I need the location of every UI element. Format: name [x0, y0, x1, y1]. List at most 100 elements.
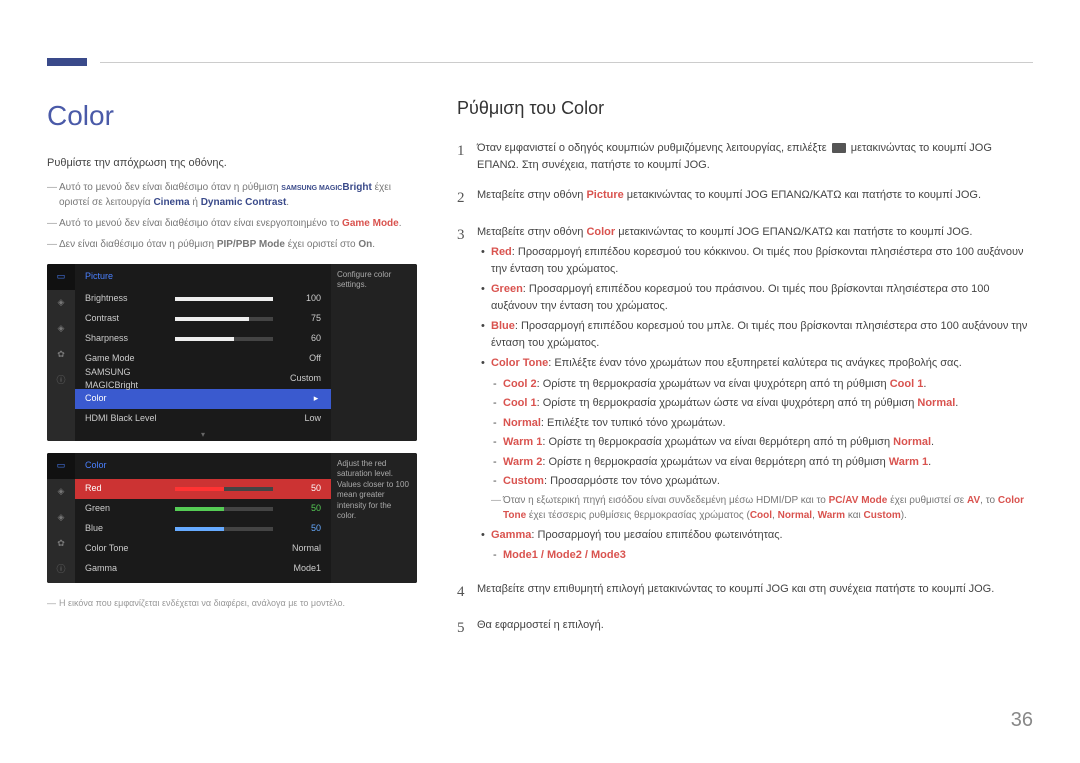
osd-row-label: Gamma — [85, 562, 175, 576]
sub-modes: Mode1 / Mode2 / Mode3 — [477, 547, 1033, 564]
osd-row-value: Custom — [281, 372, 321, 386]
osd-row-label: Game Mode — [85, 352, 175, 366]
osd-row: Red 50 — [75, 479, 331, 499]
bullet-gamma: Gamma: Προσαρμογή του μεσαίου επιπέδου φ… — [477, 527, 1033, 544]
step-number: 3 — [457, 224, 477, 567]
osd-row: Sharpness 60 — [75, 329, 331, 349]
osd-main: Picture Brightness 100 Contrast 75 Sharpness… — [75, 264, 331, 442]
osd-row-value: 50 — [281, 482, 321, 496]
osd-row: Color ▸ — [75, 389, 331, 409]
step-3: 3 Μεταβείτε στην οθόνη Color μετακινώντα… — [457, 224, 1033, 567]
osd-row-value: Mode1 — [281, 562, 321, 576]
step-text: Μεταβείτε στην οθόνη Color μετακινώντας … — [477, 224, 1033, 567]
osd-slider — [175, 317, 273, 321]
osd-row: Color Tone Normal — [75, 539, 331, 559]
footnote: Η εικόνα που εμφανίζεται ενδέχεται να δι… — [47, 597, 417, 611]
step-1: 1 Όταν εμφανιστεί ο οδηγός κουμπιών ρυθμ… — [457, 140, 1033, 173]
osd-row-label: Blue — [85, 522, 175, 536]
monitor-icon: ▭ — [47, 453, 75, 479]
osd-row-value: Low — [281, 412, 321, 426]
osd-row-label: SAMSUNG MAGICBright — [85, 366, 175, 393]
osd-slider — [175, 297, 273, 301]
diamond-icon: ◈ — [47, 316, 75, 342]
step-number: 1 — [457, 140, 477, 173]
osd-row-value: 50 — [281, 522, 321, 536]
osd-row: Blue 50 — [75, 519, 331, 539]
osd-row-value: 100 — [281, 292, 321, 306]
right-column: Ρύθμιση του Color 1 Όταν εμφανιστεί ο οδ… — [457, 95, 1033, 654]
osd-slider — [175, 487, 273, 491]
heading-settings: Ρύθμιση του Color — [457, 95, 1033, 122]
sub-custom: Custom: Προσαρμόστε τον τόνο χρωμάτων. — [477, 473, 1033, 490]
osd-row: Gamma Mode1 — [75, 559, 331, 579]
osd-sidebar: ▭ ◈ ◈ ✿ ⓘ — [47, 264, 75, 442]
osd-row: HDMI Black Level Low — [75, 409, 331, 429]
sub-cool1: Cool 1: Ορίστε τη θερμοκρασία χρωμάτων ώ… — [477, 395, 1033, 412]
osd-row: Contrast 75 — [75, 309, 331, 329]
sub-warm1: Warm 1: Ορίστε τη θερμοκρασία χρωμάτων ν… — [477, 434, 1033, 451]
heading-color: Color — [47, 95, 417, 137]
osd-row-label: Green — [85, 502, 175, 516]
diamond-icon: ◈ — [47, 505, 75, 531]
osd-title: Color — [75, 453, 331, 479]
step-text: Θα εφαρμοστεί η επιλογή. — [477, 617, 1033, 640]
osd-slider — [175, 527, 273, 531]
step-number: 4 — [457, 581, 477, 604]
bullet-green: Green: Προσαρμογή επιπέδου κορεσμού του … — [477, 281, 1033, 314]
osd-row-label: Color — [85, 392, 175, 406]
left-column: Color Ρυθμίστε την απόχρωση της οθόνης. … — [47, 95, 417, 654]
note-3: Δεν είναι διαθέσιμο όταν η ρύθμιση PIP/P… — [47, 237, 417, 252]
note-1: Αυτό το μενού δεν είναι διαθέσιμο όταν η… — [47, 180, 417, 210]
step-2: 2 Μεταβείτε στην οθόνη Picture μετακινών… — [457, 187, 1033, 210]
info-icon: ⓘ — [47, 368, 75, 394]
osd-row-value: Normal — [281, 542, 321, 556]
diamond-icon: ◈ — [47, 290, 75, 316]
osd-slider — [175, 337, 273, 341]
monitor-icon: ▭ — [47, 264, 75, 290]
osd-slider — [175, 507, 273, 511]
step-number: 2 — [457, 187, 477, 210]
osd-row-label: Color Tone — [85, 542, 175, 556]
intro-text: Ρυθμίστε την απόχρωση της οθόνης. — [47, 155, 417, 172]
osd-row: SAMSUNG MAGICBrightCustom — [75, 369, 331, 389]
osd-row-value: 60 — [281, 332, 321, 346]
osd-row-label: Sharpness — [85, 332, 175, 346]
sub-warm2: Warm 2: Ορίστε η θερμοκρασία χρωμάτων να… — [477, 454, 1033, 471]
osd-picture: ▭ ◈ ◈ ✿ ⓘ Picture Brightness 100 Contrast 7… — [47, 264, 417, 442]
sub-normal: Normal: Επιλέξτε τον τυπικό τόνο χρωμάτω… — [477, 415, 1033, 432]
bullet-red: Red: Προσαρμογή επιπέδου κορεσμού του κό… — [477, 244, 1033, 277]
osd-row-label: HDMI Black Level — [85, 412, 175, 426]
step-text: Μεταβείτε στην επιθυμητή επιλογή μετακιν… — [477, 581, 1033, 604]
osd-row-value: 50 — [281, 502, 321, 516]
menu-key-icon — [832, 143, 846, 153]
step-number: 5 — [457, 617, 477, 640]
osd-row-value: 75 — [281, 312, 321, 326]
page-number: 36 — [1011, 705, 1033, 735]
sub-cool2: Cool 2: Ορίστε τη θερμοκρασία χρωμάτων ν… — [477, 376, 1033, 393]
gear-icon: ✿ — [47, 342, 75, 368]
note-2: Αυτό το μενού δεν είναι διαθέσιμο όταν ε… — [47, 216, 417, 231]
osd-main: Color Red 50 Green 50 Blue 50 Color Tone Normal… — [75, 453, 331, 583]
osd-row-label: Brightness — [85, 292, 175, 306]
osd-tip: Adjust the red saturation level. Values … — [331, 453, 417, 583]
osd-title: Picture — [75, 264, 331, 290]
step-5: 5 Θα εφαρμοστεί η επιλογή. — [457, 617, 1033, 640]
osd-row: Green 50 — [75, 499, 331, 519]
header-rule — [100, 62, 1033, 63]
gear-icon: ✿ — [47, 531, 75, 557]
osd-tip: Configure color settings. — [331, 264, 417, 442]
osd-row-value: Off — [281, 352, 321, 366]
osd-sidebar: ▭ ◈ ◈ ✿ ⓘ — [47, 453, 75, 583]
bullet-colortone: Color Tone: Επιλέξτε έναν τόνο χρωμάτων … — [477, 355, 1033, 372]
step-text: Όταν εμφανιστεί ο οδηγός κουμπιών ρυθμιζ… — [477, 140, 1033, 173]
diamond-icon: ◈ — [47, 479, 75, 505]
osd-row: Brightness 100 — [75, 289, 331, 309]
sub-pcav: Όταν η εξωτερική πηγή εισόδου είναι συνδ… — [477, 493, 1033, 523]
info-icon: ⓘ — [47, 557, 75, 583]
osd-row-label: Contrast — [85, 312, 175, 326]
osd-color: ▭ ◈ ◈ ✿ ⓘ Color Red50Green50Blue50Color … — [47, 453, 417, 583]
step-text: Μεταβείτε στην οθόνη Picture μετακινώντα… — [477, 187, 1033, 210]
osd-row-label: Red — [85, 482, 175, 496]
page-content: Color Ρυθμίστε την απόχρωση της οθόνης. … — [47, 95, 1033, 654]
chevron-right-icon: ▸ — [311, 392, 321, 406]
